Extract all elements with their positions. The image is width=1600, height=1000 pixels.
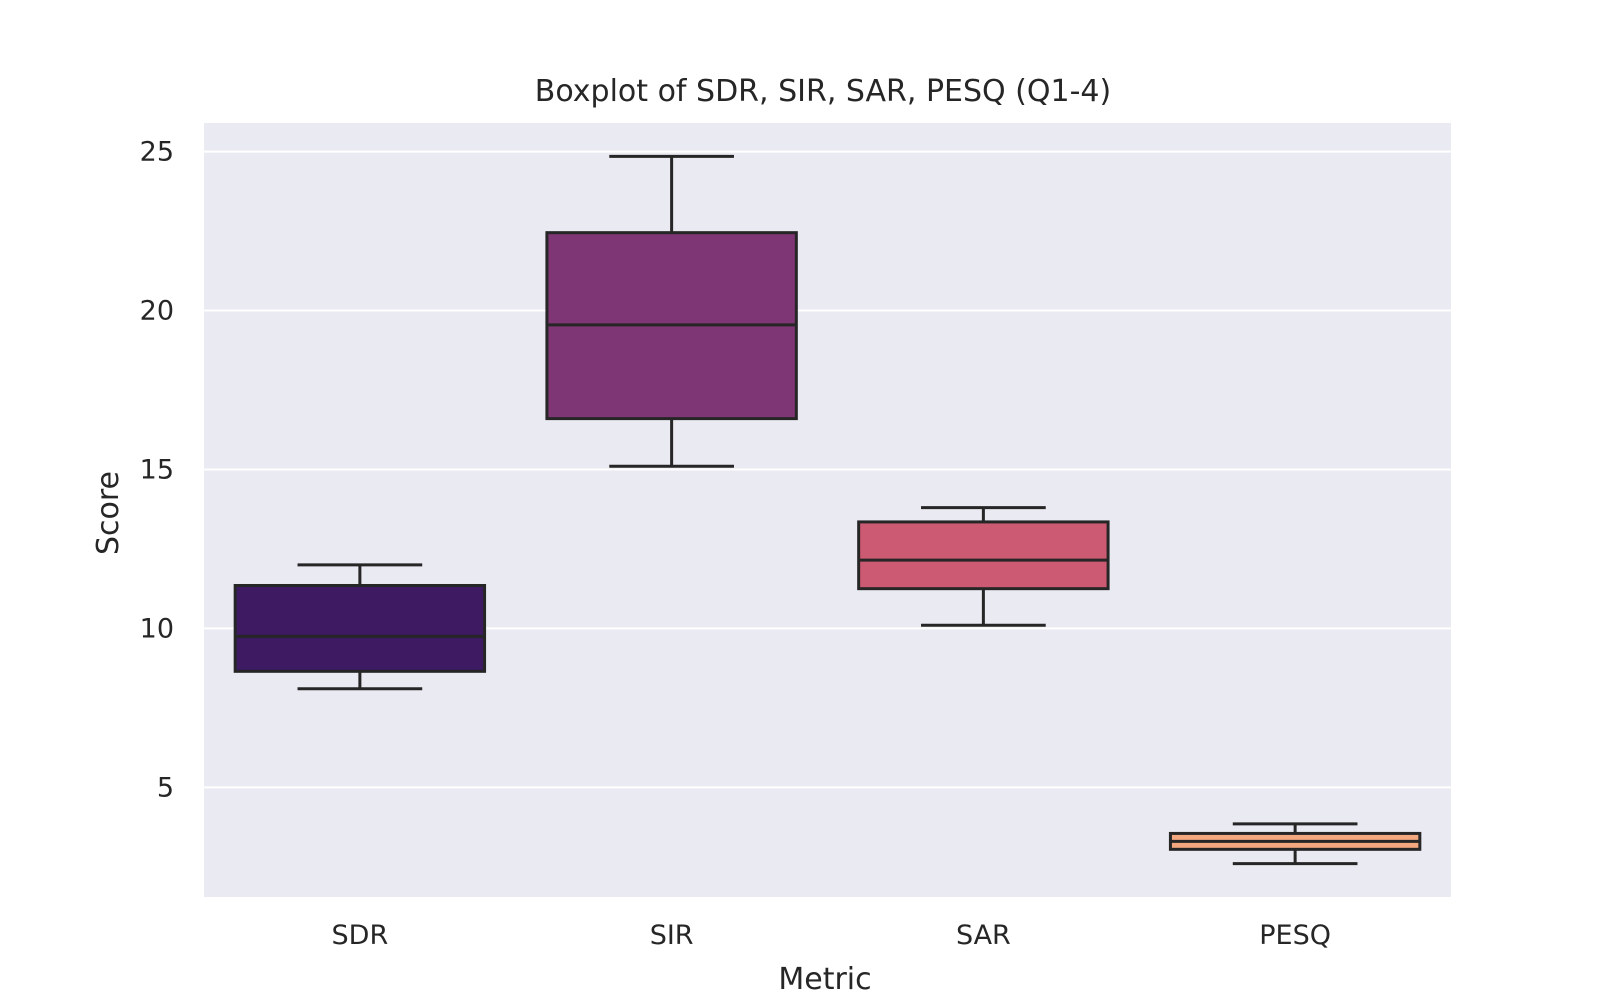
- box-sdr: [233, 563, 487, 691]
- y-tick-label-15: 15: [140, 454, 174, 485]
- plot-area: [204, 123, 1451, 897]
- x-tick-label-sir: SIR: [650, 920, 694, 951]
- chart-title: Boxplot of SDR, SIR, SAR, PESQ (Q1-4): [535, 74, 1111, 109]
- y-tick-label-25: 25: [140, 137, 174, 168]
- y-tick-label-5: 5: [157, 772, 174, 803]
- y-tick-label-20: 20: [140, 296, 174, 327]
- y-axis-label: Score: [91, 471, 126, 555]
- x-tick-label-sdr: SDR: [332, 920, 389, 951]
- x-tick-label-sar: SAR: [956, 920, 1011, 951]
- box-sir: [545, 154, 798, 468]
- box-sar: [857, 506, 1110, 627]
- x-axis-label: Metric: [778, 962, 871, 997]
- x-tick-labels: SDR SIR SAR PESQ: [332, 920, 1331, 951]
- y-tick-label-10: 10: [140, 613, 174, 644]
- box-pesq: [1168, 822, 1422, 866]
- y-tick-labels: 5 10 15 20 25: [140, 137, 174, 804]
- x-tick-label-pesq: PESQ: [1259, 920, 1331, 951]
- boxes: [233, 154, 1422, 866]
- iqr-box-sdr: [233, 583, 487, 673]
- iqr-box-sar: [857, 520, 1110, 591]
